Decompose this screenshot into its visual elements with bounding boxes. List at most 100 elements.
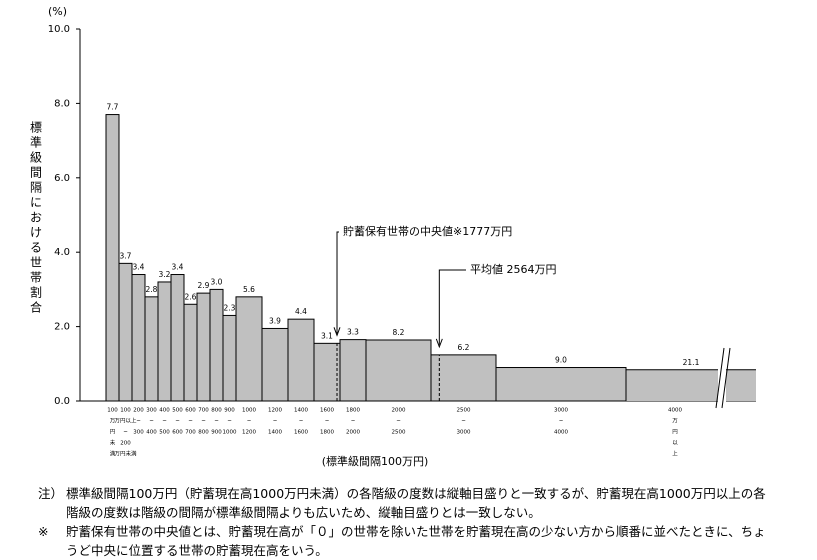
bar <box>287 318 315 402</box>
bar <box>118 262 133 402</box>
data-label: 4.4 <box>295 307 307 316</box>
x-tick-label: 万 <box>672 418 678 425</box>
bar <box>365 339 432 402</box>
note-text: 貯蓄保有世帯の中央値とは、貯蓄現在高が「０」の世帯を除いた世帯を貯蓄現在高の少な… <box>66 524 766 558</box>
x-tick-label: ~ <box>227 419 232 425</box>
note-mark: ※ <box>38 524 49 539</box>
data-label: 3.9 <box>269 316 281 325</box>
break-line <box>721 347 731 409</box>
x-tick-label: 2500 <box>392 430 406 436</box>
x-tick-label: 2500 <box>457 408 471 414</box>
bar <box>105 114 120 402</box>
data-label: 5.6 <box>243 285 255 294</box>
x-tick-label: 300 <box>133 430 144 436</box>
x-tick-label: 800 <box>198 430 209 436</box>
annotation: 貯蓄保有世帯の中央値※1777万円 <box>343 224 512 238</box>
x-tick-label: 万 <box>110 418 116 425</box>
bar <box>626 369 756 401</box>
axis-break <box>718 345 726 410</box>
x-tick-label: ~ <box>136 419 141 425</box>
x-tick-label: 上 <box>672 450 678 458</box>
bar <box>209 288 224 402</box>
y-tick-label: 2.0 <box>54 322 70 333</box>
note: 注） 標準級間隔100万円（貯蓄現在高1000万円未満）の各階級の度数は縦軸目盛り… <box>38 484 778 522</box>
y-axis-label-char: る <box>30 241 42 255</box>
y-axis-label-char: 合 <box>30 300 42 315</box>
annotation: 平均値 2564万円 <box>470 263 557 276</box>
y-axis-label-char: 準 <box>30 135 42 150</box>
y-axis-label-char: 間 <box>30 166 42 180</box>
y-axis-label-char: 標 <box>30 121 42 135</box>
data-label: 2.8 <box>146 285 158 294</box>
y-axis-label-char: 隔 <box>30 181 42 195</box>
y-unit: (%) <box>48 5 67 18</box>
x-tick-label: 400 <box>146 430 157 436</box>
data-label: 6.2 <box>458 343 470 352</box>
x-tick-label: ~ <box>559 419 564 425</box>
x-tick-label: ~ <box>123 430 128 436</box>
x-tick-label: ~ <box>188 419 193 425</box>
data-label: 3.4 <box>133 263 145 272</box>
bar <box>157 281 172 402</box>
x-tick-label: 万円未満 <box>114 450 137 458</box>
break-line <box>715 347 725 409</box>
data-label: 3.4 <box>172 263 184 272</box>
x-tick-label: 4000 <box>554 430 568 436</box>
note-text: 標準級間隔100万円（貯蓄現在高1000万円未満）の各階級の度数は縦軸目盛りと一… <box>66 486 766 520</box>
y-axis-label-char: お <box>30 211 42 225</box>
x-tick-label: 4000 <box>668 408 682 414</box>
bar <box>313 342 341 402</box>
x-tick-label: ~ <box>214 419 219 425</box>
x-tick-label: 円 <box>672 429 678 436</box>
data-label: 21.1 <box>683 358 700 367</box>
data-label: 3.3 <box>347 328 359 337</box>
x-tick-label: 1800 <box>320 430 334 436</box>
data-label: 2.3 <box>224 303 236 312</box>
x-tick-label: 600 <box>172 430 183 436</box>
x-tick-label: ~ <box>149 419 154 425</box>
bar <box>196 292 211 402</box>
arrow-head <box>333 327 341 337</box>
marker-arrow <box>336 231 339 334</box>
x-tick-label: 1400 <box>268 430 282 436</box>
x-tick-label: 900 <box>224 408 235 414</box>
data-label: 8.2 <box>393 328 405 337</box>
y-axis-label-char: 帯 <box>30 271 42 285</box>
bar <box>235 296 263 402</box>
x-tick-label: ~ <box>461 419 466 425</box>
y-tick-label: 4.0 <box>54 247 70 258</box>
x-tick-label: 3000 <box>554 408 568 414</box>
marker-arrow <box>438 269 466 345</box>
note-mark: 注） <box>38 486 64 501</box>
data-label: 3.1 <box>321 331 333 340</box>
data-label: 2.6 <box>185 292 197 301</box>
x-axis-label: (標準級間隔100万円) <box>322 454 429 468</box>
x-tick-label: 満 <box>110 451 116 458</box>
data-label: 3.2 <box>159 270 171 279</box>
x-tick-label: 1000 <box>223 430 237 436</box>
x-tick-label: 1600 <box>294 430 308 436</box>
x-tick-label: 500 <box>159 430 170 436</box>
x-tick-label: 1600 <box>320 408 334 414</box>
y-axis-label-char: 割 <box>30 285 42 300</box>
x-tick-label: 2000 <box>392 408 406 414</box>
note: ※ 貯蓄保有世帯の中央値とは、貯蓄現在高が「０」の世帯を除いた世帯を貯蓄現在高の少… <box>38 522 778 560</box>
x-tick-label: 3000 <box>457 430 471 436</box>
y-axis-label-char: に <box>30 196 42 210</box>
x-tick-label: 900 <box>211 430 222 436</box>
x-tick-label: 1200 <box>268 408 282 414</box>
x-tick-label: 200 <box>120 441 131 447</box>
x-tick-label: 700 <box>198 408 209 414</box>
x-tick-label: 未 <box>110 439 116 447</box>
bar <box>144 296 159 402</box>
x-tick-label: ~ <box>299 419 304 425</box>
x-tick-label: ~ <box>325 419 330 425</box>
x-tick-label: 400 <box>159 408 170 414</box>
bar <box>170 274 185 402</box>
x-tick-label: ~ <box>162 419 167 425</box>
x-tick-label: 100 <box>120 408 131 414</box>
bar <box>222 314 237 402</box>
y-axis-label-char: 級 <box>30 151 42 165</box>
